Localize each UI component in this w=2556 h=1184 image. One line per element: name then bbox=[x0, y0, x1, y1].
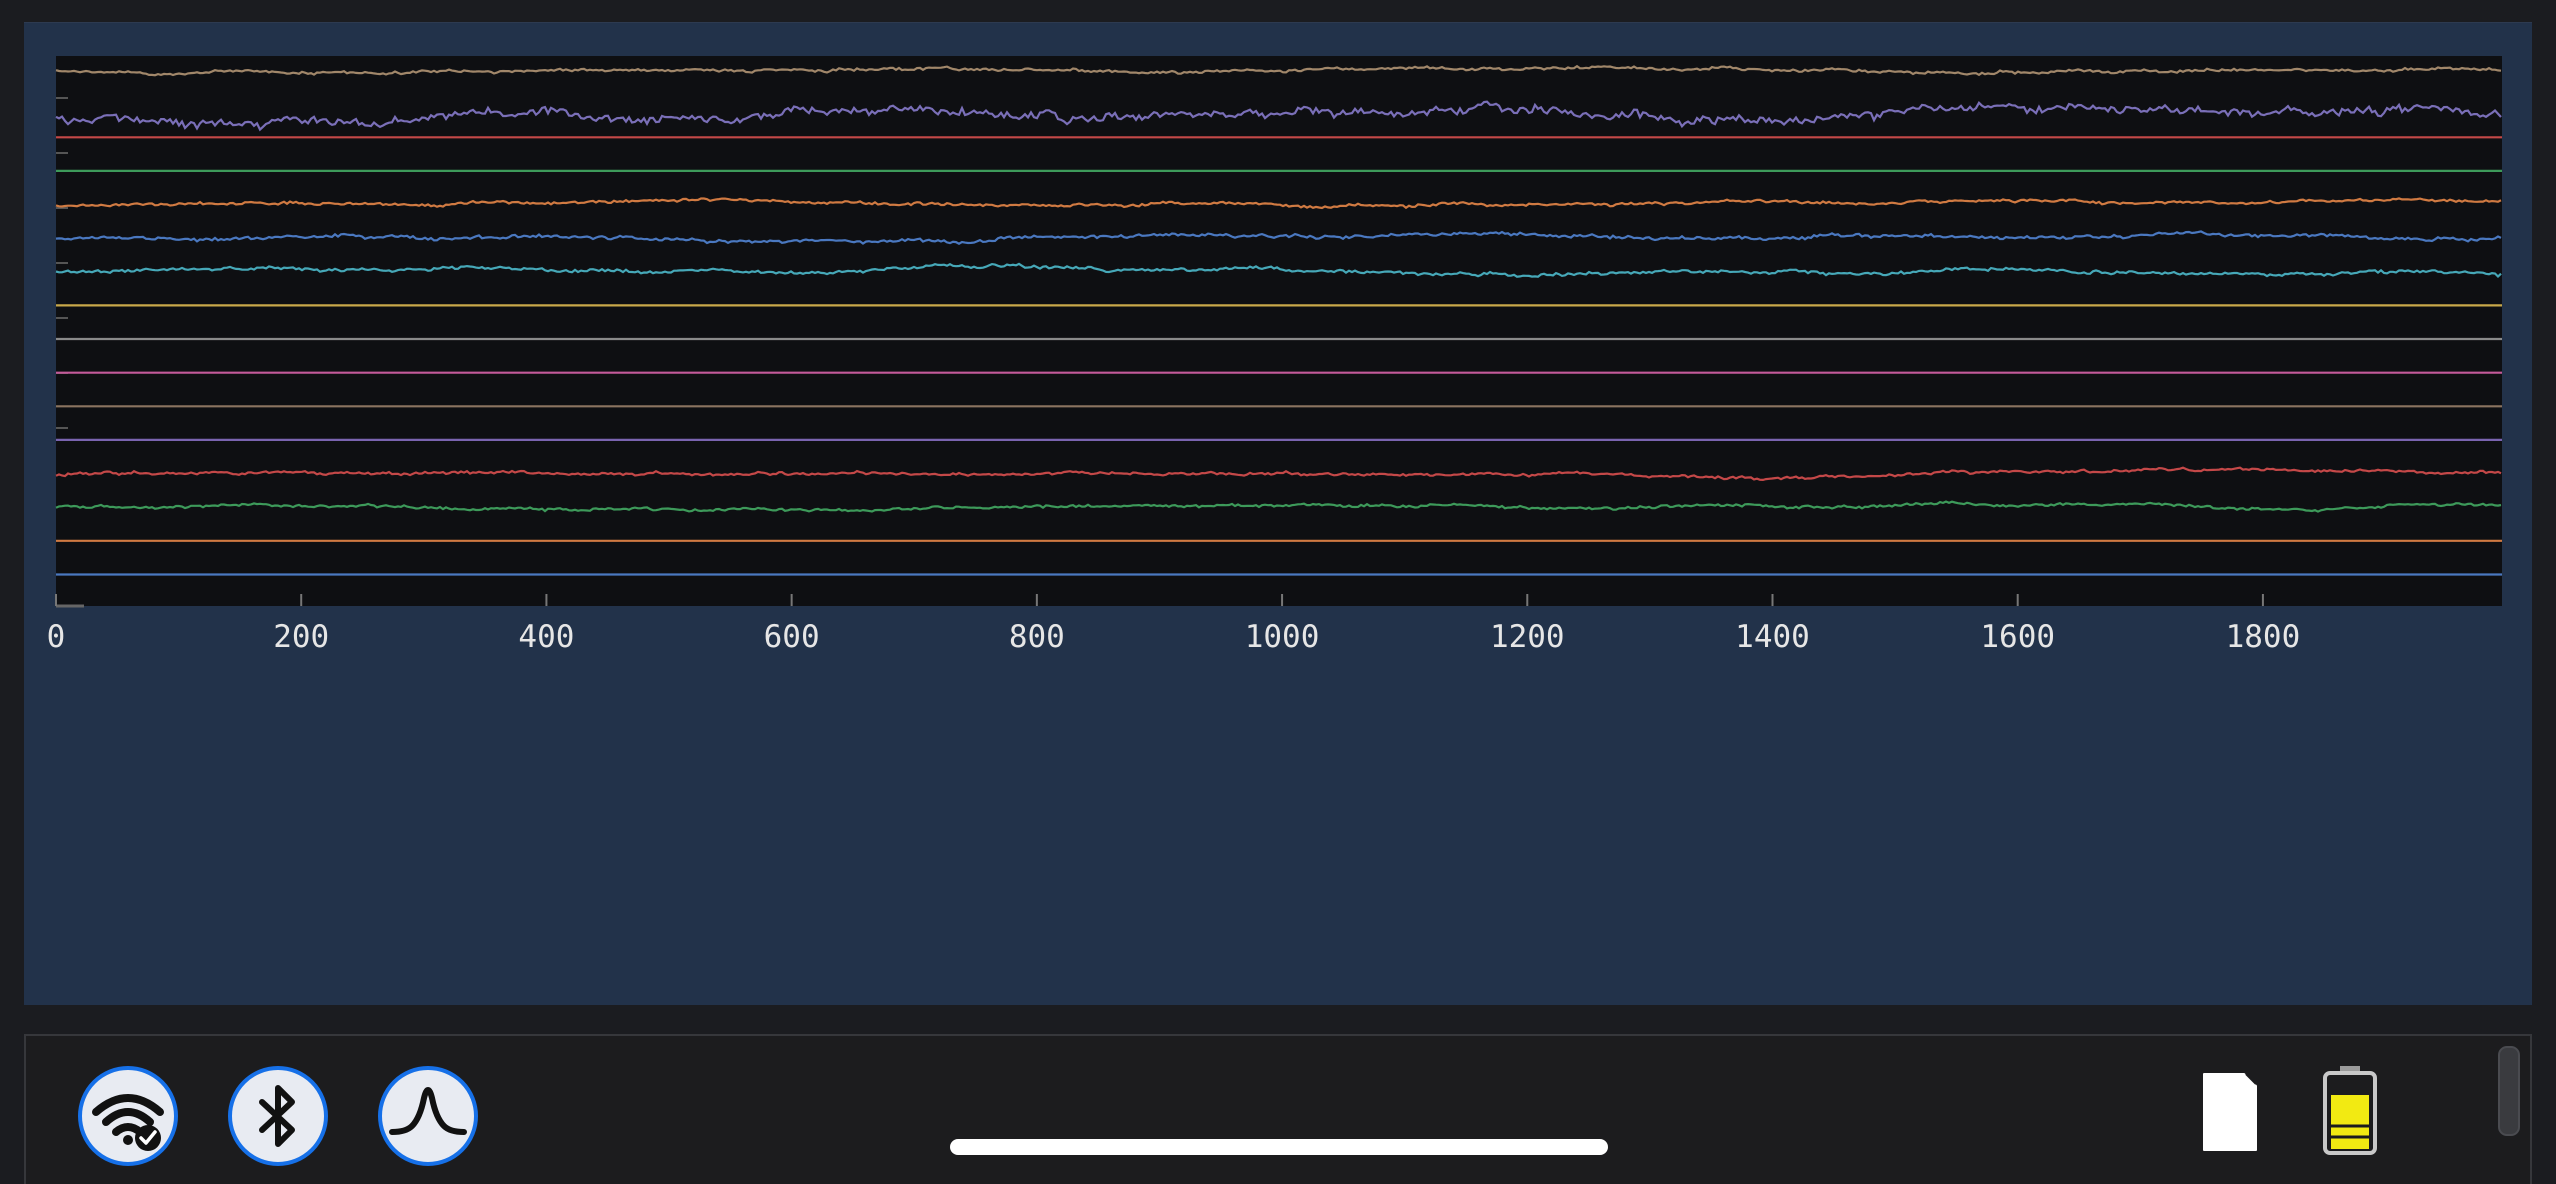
battery-level bbox=[2331, 1095, 2369, 1149]
signal-chart[interactable]: 0 200 400 600 800 1000 1200 1400 1600 1800 bbox=[24, 23, 2532, 1005]
wifi-check-icon bbox=[92, 1094, 164, 1151]
series-line-1 bbox=[55, 64, 2502, 77]
x-tick-label: 200 bbox=[273, 619, 329, 655]
series-line-7 bbox=[55, 262, 2502, 279]
x-tick-label: 1400 bbox=[1735, 619, 1810, 655]
x-tick-label: 400 bbox=[518, 619, 574, 655]
x-tick-label: 1600 bbox=[1980, 619, 2055, 655]
bluetooth-icon bbox=[259, 1085, 295, 1147]
plot-frame: 0 200 400 600 800 1000 1200 1400 1600 1800 bbox=[24, 22, 2532, 1005]
signal-button[interactable] bbox=[378, 1066, 478, 1166]
status-bar bbox=[24, 1034, 2532, 1184]
scrollbar-thumb[interactable] bbox=[2498, 1046, 2520, 1136]
battery-icon bbox=[2323, 1066, 2377, 1155]
x-tick-label: 1200 bbox=[1490, 619, 1565, 655]
series-line-2 bbox=[55, 100, 2502, 132]
plot-area bbox=[56, 56, 2502, 606]
x-tick-label: 0 bbox=[47, 619, 66, 655]
bluetooth-button[interactable] bbox=[228, 1066, 328, 1166]
series-line-13 bbox=[55, 466, 2502, 482]
series-line-14 bbox=[55, 500, 2502, 513]
x-tick-label: 600 bbox=[764, 619, 820, 655]
signal-pulse-icon bbox=[389, 1087, 467, 1135]
home-indicator[interactable] bbox=[950, 1139, 1608, 1155]
x-tick-label: 800 bbox=[1009, 619, 1065, 655]
series-line-5 bbox=[55, 197, 2502, 210]
sd-card-icon[interactable] bbox=[2200, 1070, 2260, 1154]
x-tick-label: 1800 bbox=[2226, 619, 2301, 655]
wifi-button[interactable] bbox=[78, 1066, 178, 1166]
x-tick-label: 1000 bbox=[1245, 619, 1320, 655]
series-line-6 bbox=[55, 230, 2502, 245]
